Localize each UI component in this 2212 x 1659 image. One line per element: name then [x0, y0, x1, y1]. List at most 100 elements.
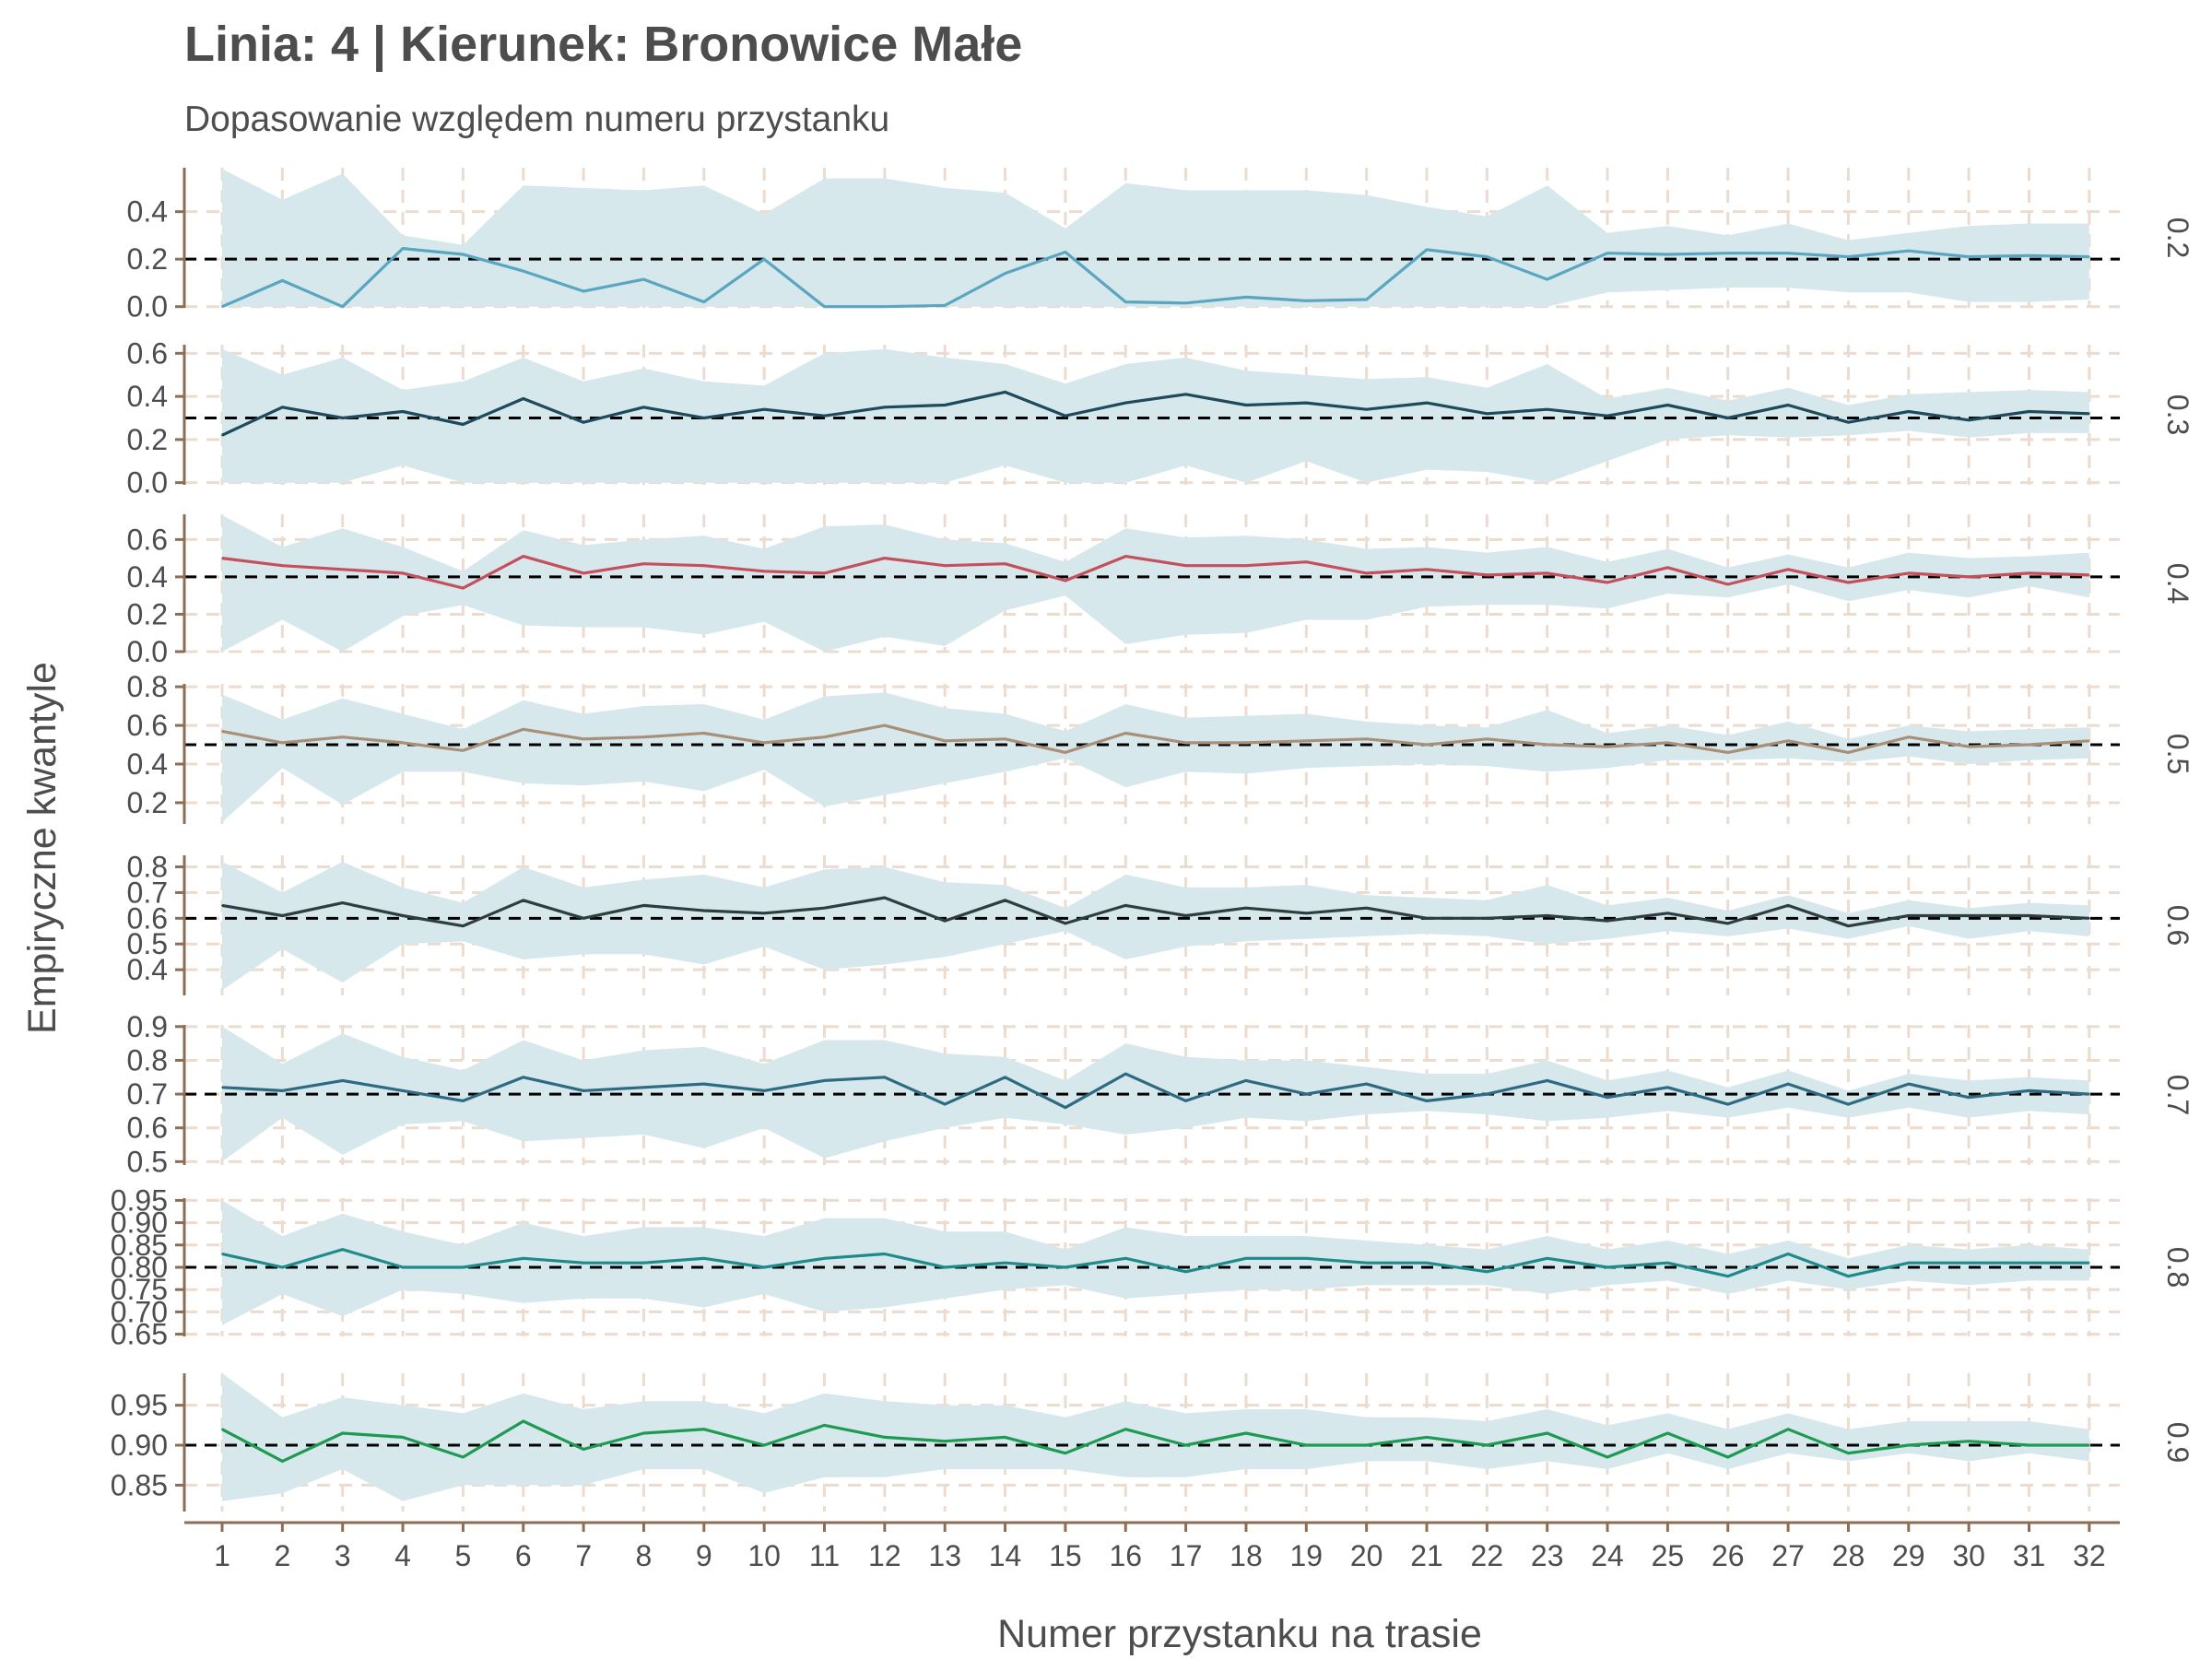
series-point [1908, 1262, 1910, 1264]
series-point [1245, 296, 1247, 299]
y-tick-label: 0.85 [111, 1468, 168, 1501]
series-point [1606, 252, 1608, 254]
series-point [1486, 737, 1488, 740]
series-point [1546, 744, 1548, 746]
series-point [1004, 1262, 1006, 1264]
x-tick-label: 1 [214, 1539, 230, 1572]
series-point [1787, 568, 1789, 571]
series-point [462, 1100, 465, 1102]
series-point [582, 290, 584, 292]
y-tick-label: 0.95 [111, 1183, 168, 1217]
series-point [1546, 1257, 1548, 1260]
confidence-band [222, 1026, 2089, 1162]
confidence-band [222, 692, 2089, 822]
series-point [1847, 1275, 1850, 1277]
x-tick-label: 25 [1652, 1539, 1685, 1572]
series-point [582, 421, 584, 423]
series-point [1305, 300, 1308, 302]
y-tick-label: 0.4 [127, 953, 168, 986]
series-point [1004, 562, 1006, 565]
series-point [462, 924, 465, 927]
series-point [1305, 1444, 1308, 1446]
series-point [1787, 1083, 1789, 1085]
series-point [1004, 737, 1006, 740]
x-tick-label: 13 [928, 1539, 961, 1572]
y-tick-label: 0.65 [111, 1318, 168, 1351]
y-tick-label: 0.80 [111, 1251, 168, 1284]
series-point [221, 904, 223, 907]
series-point [884, 406, 886, 408]
series-point [462, 423, 465, 426]
series-point [1847, 582, 1850, 583]
series-point [1004, 900, 1006, 901]
series-point [1065, 1106, 1066, 1109]
series-line [221, 247, 2089, 309]
x-tick-label: 31 [2013, 1539, 2046, 1572]
series-point [823, 735, 826, 738]
facet-strip-label: 0.2 [2161, 218, 2194, 258]
series-point [1426, 402, 1428, 404]
series-point [1365, 1262, 1368, 1264]
series-point [1726, 252, 1729, 254]
series-point [1124, 732, 1127, 735]
x-tick-label: 23 [1531, 1539, 1564, 1572]
series-point [1726, 1103, 1729, 1105]
series-point [763, 1444, 765, 1446]
x-tick-label: 27 [1771, 1539, 1805, 1572]
series-point [642, 904, 645, 907]
series-point [1908, 735, 1910, 738]
x-tick-label: 11 [809, 1539, 840, 1572]
series-line [221, 1072, 2089, 1110]
series-point [823, 1079, 826, 1082]
y-tick-label: 0.8 [127, 1043, 168, 1077]
facet-panel-0.9: 0.85 0.90 0.95 0.9 [111, 1373, 2194, 1512]
series-line [221, 1247, 2089, 1278]
series-point [1847, 255, 1850, 258]
series-point [1787, 904, 1789, 907]
series-point [522, 728, 524, 731]
series-point [462, 1456, 465, 1458]
series-line [221, 724, 2089, 755]
series-point [1245, 742, 1247, 744]
x-tick-label: 2 [274, 1539, 290, 1572]
series-point [221, 557, 223, 559]
series-point [341, 1248, 344, 1251]
series-point [1004, 391, 1006, 394]
series-point [1184, 564, 1187, 567]
facet-panel-0.7: 0.50.60.70.80.90.7 [127, 1010, 2194, 1179]
series-point [522, 1076, 524, 1078]
series-point [1787, 1428, 1789, 1430]
y-tick-label: 0.4 [127, 747, 168, 781]
facet-strip-label: 0.6 [2161, 905, 2194, 946]
x-tick-label: 22 [1471, 1539, 1504, 1572]
series-point [1546, 1432, 1548, 1434]
series-point [1787, 404, 1789, 406]
x-tick-label: 4 [394, 1539, 411, 1572]
series-point [1606, 1096, 1608, 1099]
x-tick-label: 6 [515, 1539, 532, 1572]
series-point [402, 742, 404, 744]
y-tick-label: 0.4 [127, 380, 168, 413]
series-point [1847, 924, 1850, 927]
series-point [1486, 255, 1488, 258]
x-tick-label: 14 [989, 1539, 1022, 1572]
series-point [1968, 746, 1970, 747]
series-point [462, 749, 465, 752]
series-line [221, 390, 2089, 437]
series-point [703, 732, 705, 735]
series-point [1124, 1073, 1127, 1075]
x-tick-label: 30 [1952, 1539, 1985, 1572]
series-points [221, 1420, 2090, 1463]
series-point [522, 270, 524, 272]
series-point [1305, 912, 1308, 914]
series-point [944, 740, 946, 742]
series-point [281, 1460, 284, 1463]
x-tick-label: 16 [1109, 1539, 1142, 1572]
series-point [1847, 421, 1850, 423]
chart-title: Linia: 4 | Kierunek: Bronowice Małe [184, 17, 1022, 73]
confidence-band [222, 348, 2089, 483]
series-point [522, 397, 524, 400]
series-point [1546, 408, 1548, 410]
x-tick-label: 17 [1170, 1539, 1203, 1572]
